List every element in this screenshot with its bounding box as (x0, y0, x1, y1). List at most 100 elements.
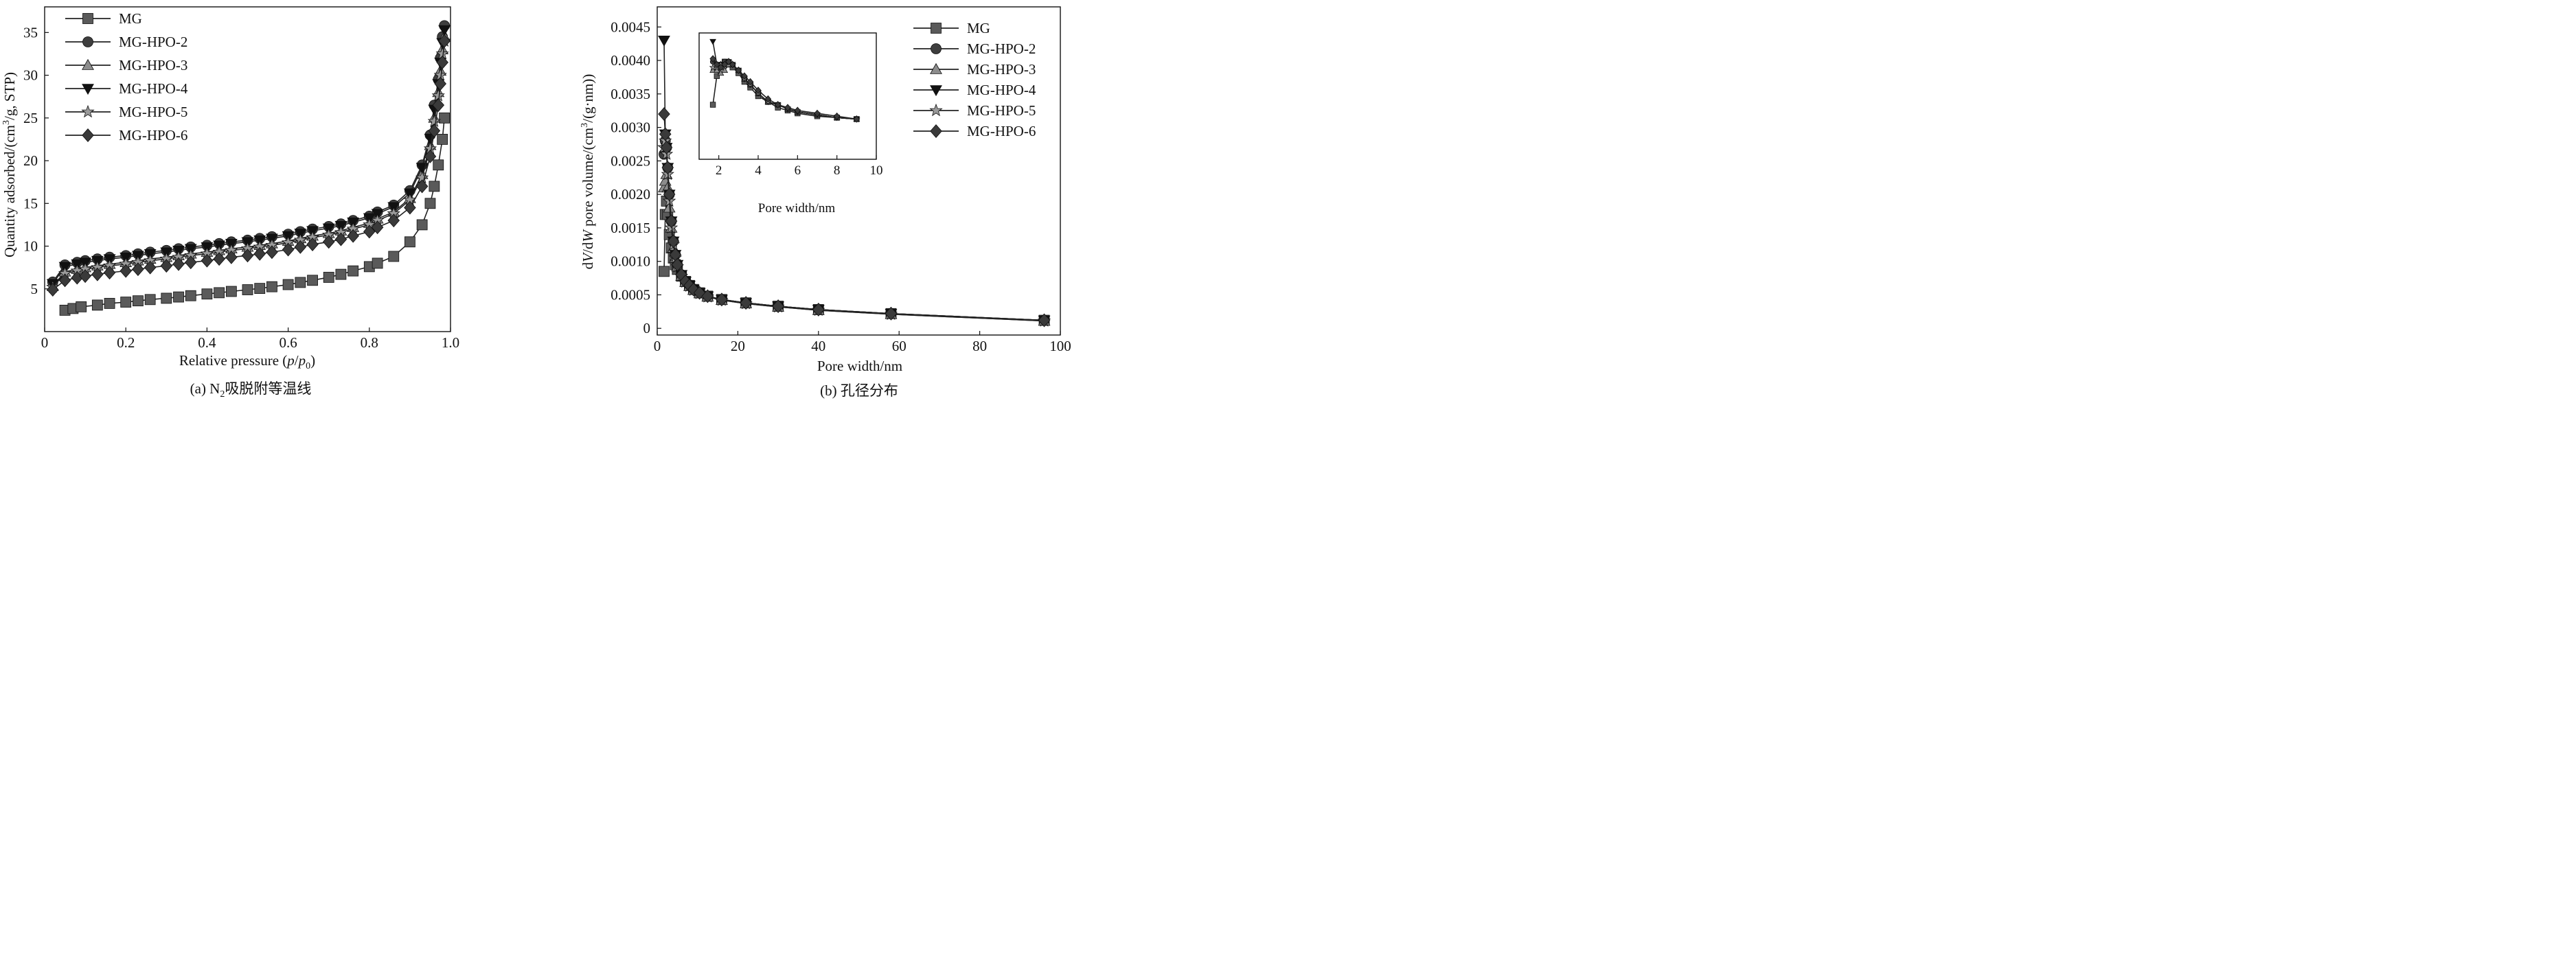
panel-b-y-axis-title: dV/dW pore volume/(cm3/(g·nm)) (580, 74, 596, 270)
panel-b-legend-marker-mg-hpo-5 (929, 103, 943, 117)
panel-b-legend-label: MG-HPO-6 (967, 123, 1036, 139)
panel-b-inset-point-mg-hpo-4 (709, 38, 716, 45)
panel-b-legend-label: MG-HPO-4 (967, 82, 1036, 98)
panel-a-point-mg-hpo-6 (58, 273, 71, 288)
panel-a-point-mg (144, 294, 156, 306)
panel-a-legend-item-mg-hpo-2: MG-HPO-2 (65, 34, 187, 50)
panel-a-point-mg-hpo-6 (253, 246, 266, 261)
panel-b-point-mg-hpo-6 (716, 292, 728, 307)
panel-a-x-tick-label: 0.6 (279, 334, 297, 351)
panel-a-legend-item-mg-hpo-6: MG-HPO-6 (65, 127, 187, 143)
panel-a-point-mg (173, 291, 184, 303)
panel-a-point-mg-hpo-6 (432, 98, 445, 113)
panel-a-point-mg-hpo-6 (213, 252, 225, 266)
panel-b-inset-point-mg (709, 102, 716, 108)
panel-a-y-tick-label: 15 (23, 195, 38, 211)
panel-a-point-mg-hpo-6 (438, 34, 451, 48)
panel-b-x-tick-label: 0 (654, 338, 661, 354)
panel-a-point-mg-hpo-6 (132, 262, 144, 277)
panel-a-point-mg (347, 265, 359, 277)
panel-a-plot-frame (44, 6, 451, 332)
panel-a-y-tick-label: 20 (23, 152, 38, 169)
panel-b-inset-series-mg-hpo-6 (709, 55, 860, 123)
panel-a-point-mg (201, 288, 213, 300)
panel-a-point-mg-hpo-6 (387, 214, 400, 228)
panel-b-inset-point-mg-hpo-6 (853, 115, 860, 123)
panel-b-inset-frame (698, 32, 877, 160)
panel-b-y-tick-label: 0 (643, 320, 651, 336)
panel-a-point-mg (335, 268, 347, 280)
panel-b-inset-point-mg-hpo-6 (741, 72, 748, 80)
panel-b-point-mg-hpo-6 (665, 214, 678, 229)
panel-a-x-tick-label: 1.0 (442, 334, 459, 351)
panel-a-legend-marker-mg-hpo-6 (82, 128, 94, 142)
panel-b-inset-point-mg-hpo-6 (746, 78, 754, 86)
panel-a-point-mg-hpo-6 (415, 179, 429, 194)
panel-b-inset-x-tick-label: 8 (834, 163, 841, 178)
panel-a-x-axis: 0 0.2 0.4 0.6 0.8 1.0 (41, 327, 459, 351)
panel-a-y-tick-label: 35 (23, 24, 38, 41)
panel-b-y-tick-label: 0.0015 (611, 220, 650, 236)
panel-b-inset-point-mg-hpo-6 (717, 63, 725, 71)
panel-b-inset-point-mg-hpo-6 (814, 109, 821, 117)
panel-b-y-tick-label: 0.0020 (611, 186, 650, 203)
panel-b-y-tick-label: 0.0035 (611, 86, 650, 102)
panel-b-point-mg-hpo-6 (772, 299, 784, 314)
panel-a-legend-label: MG-HPO-3 (119, 57, 187, 73)
panel-b-y-tick-label: 0.0025 (611, 152, 650, 169)
panel-b-legend-marker-mg (931, 23, 942, 34)
panel-b-inset-x-axis-title: Pore width/nm (758, 201, 836, 216)
panel-a-point-mg-hpo-6 (201, 253, 214, 268)
panel-a-series-mg (59, 112, 451, 316)
panel-b-inset-x-tick-label: 6 (795, 163, 801, 178)
panel-b-legend-label: MG-HPO-5 (967, 102, 1036, 119)
panel-b-legend-marker-mg-hpo-2 (931, 43, 942, 54)
panel-a-point-mg-hpo-6 (266, 245, 278, 260)
panel-a-point-mg-hpo-6 (225, 250, 238, 264)
panel-a-point-mg (424, 198, 436, 209)
panel-a-point-mg-hpo-6 (434, 77, 447, 91)
panel-a-point-mg-hpo-6 (347, 229, 359, 243)
panel-a-point-mg (214, 287, 225, 299)
panel-b-point-mg-hpo-6 (671, 257, 684, 272)
panel-a-point-mg-hpo-6 (363, 224, 376, 239)
panel-b-y-tick-label: 0.0045 (611, 19, 650, 35)
panel-a-point-mg (120, 297, 132, 308)
panel-a-point-mg-hpo-6 (103, 266, 116, 280)
panel-a-point-mg (437, 134, 448, 145)
panel-a-point-mg (433, 159, 444, 171)
panel-b-y-axis: 0 0.0005 0.0010 0.0015 0.0020 0.0025 0.0030 0.0… (611, 19, 661, 336)
panel-b-point-mg-hpo-6 (740, 296, 752, 310)
panel-a-point-mg-hpo-6 (47, 283, 59, 297)
panel-a-point-mg-hpo-6 (371, 220, 384, 235)
panel-b-inset-point-mg-hpo-6 (709, 55, 716, 62)
panel-b-inset-point-mg-hpo-3 (717, 69, 725, 76)
panel-a-y-tick-label: 25 (23, 110, 38, 126)
panel-a-point-mg-hpo-6 (436, 55, 448, 69)
panel-a-point-mg (295, 277, 306, 288)
panel-b-inset-point-mg-hpo-6 (794, 106, 801, 115)
panel-b-point-mg-hpo-6 (661, 161, 674, 175)
panel-a-point-mg-hpo-6 (79, 269, 91, 284)
panel-a-point-mg-hpo-6 (282, 242, 295, 257)
panel-a-y-tick-label: 5 (31, 281, 38, 297)
panel-b-x-tick-label: 40 (811, 338, 825, 354)
panel-b-legend-item-mg-hpo-6: MG-HPO-6 (913, 123, 1036, 139)
panel-b-pore-distribution-chart: 0 20 40 60 80 100 0 0.0005 0.0010 0.0015 0.0020 0.… (580, 6, 1071, 399)
panel-b-inset-x-axis: 2 4 6 8 10 (716, 155, 883, 178)
panel-a-legend-marker-mg-hpo-2 (82, 36, 93, 47)
panel-b-inset-point-mg-hpo-6 (729, 60, 736, 69)
panel-a-point-mg (185, 290, 196, 301)
panel-b-inset-point-mg-hpo-6 (774, 101, 782, 108)
panel-a-legend-marker-mg (82, 13, 93, 24)
panel-a-point-mg-hpo-6 (294, 240, 307, 254)
panel-b-x-tick-label: 80 (972, 338, 987, 354)
panel-b-inset-point-mg-hpo-3 (721, 67, 729, 73)
panel-a-x-tick-label: 0.8 (361, 334, 378, 351)
panel-a-y-tick-label: 30 (23, 67, 38, 84)
panel-b-plot-frame (657, 6, 1061, 336)
panel-a-point-mg (133, 295, 144, 307)
panel-b-inset-point-mg-hpo-6 (725, 58, 732, 66)
panel-a-point-mg-hpo-6 (144, 260, 157, 275)
panel-b-point-mg-hpo-6 (812, 302, 825, 316)
